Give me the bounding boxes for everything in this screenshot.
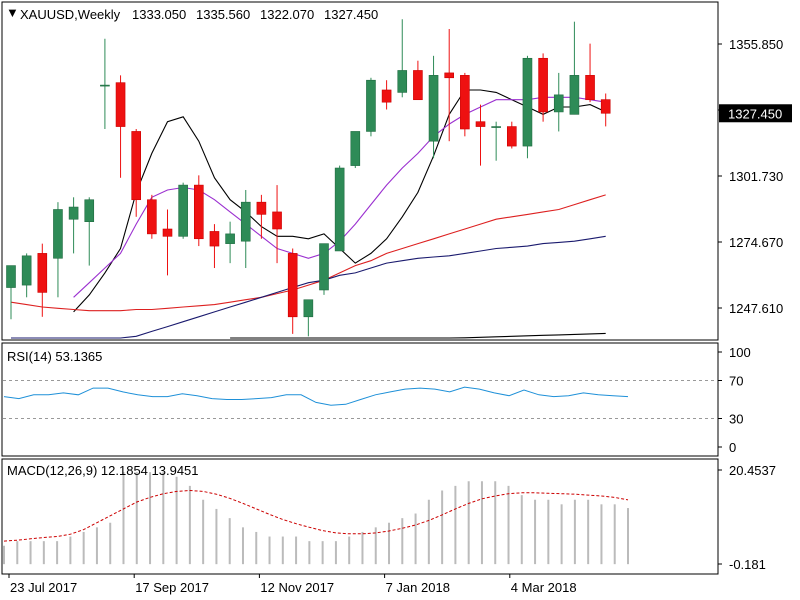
- candle-body: [600, 99, 611, 114]
- candle-body: [178, 184, 188, 237]
- candle-body: [147, 199, 157, 235]
- candle-body: [21, 255, 32, 286]
- candle-body: [319, 243, 329, 291]
- time-tick-label: 17 Sep 2017: [135, 580, 209, 595]
- candle-body: [37, 253, 48, 293]
- moving-average-line-3: [11, 235, 606, 339]
- candle-body: [334, 167, 345, 252]
- rsi-tick-label: 0: [729, 440, 736, 455]
- candle-body: [381, 89, 392, 103]
- time-tick-label: 12 Nov 2017: [260, 580, 334, 595]
- price-tick-label: 1247.610: [729, 301, 783, 316]
- price-tick-label: 1355.850: [729, 37, 783, 52]
- price-tick-label: 1274.670: [729, 235, 783, 250]
- candle-body: [350, 131, 361, 166]
- macd-panel-frame: [1, 458, 719, 575]
- rsi-line: [3, 386, 629, 406]
- ohlc-close: 1327.450: [324, 7, 378, 22]
- candle-body: [413, 70, 423, 101]
- candle-body: [162, 228, 173, 237]
- candle-body: [366, 79, 376, 132]
- candle-body: [475, 121, 486, 127]
- ohlc-open: 1333.050: [132, 7, 186, 22]
- candle-body: [100, 84, 110, 87]
- last-price-box: [719, 104, 792, 123]
- rsi-tick-label: 30: [729, 412, 743, 427]
- candle-body: [506, 126, 517, 147]
- candle-body: [585, 75, 595, 101]
- candle-body: [287, 253, 298, 318]
- last-price-label: 1327.450: [728, 106, 782, 121]
- candle-body: [68, 206, 79, 220]
- rsi-panel-frame: [1, 342, 719, 457]
- time-tick-label: 4 Mar 2018: [511, 580, 577, 595]
- time-tick-label: 7 Jan 2018: [386, 580, 450, 595]
- candle-body: [491, 126, 501, 128]
- candle-body: [194, 184, 204, 240]
- candle-body: [522, 57, 533, 147]
- chart-title: XAUUSD,Weekly: [20, 7, 121, 22]
- candle-body: [6, 265, 16, 288]
- moving-average-line-2: [10, 194, 606, 312]
- candle-body: [460, 75, 470, 130]
- ohlc-high: 1335.560: [196, 7, 250, 22]
- ohlc-low: 1322.070: [260, 7, 314, 22]
- macd-title: MACD(12,26,9) 12.1854 13.9451: [7, 463, 199, 478]
- main-header-triangle: ▼: [6, 5, 19, 20]
- candle-body: [240, 201, 251, 242]
- moving-average-line-4: [230, 332, 606, 339]
- candle-body: [397, 70, 408, 93]
- candle-body: [553, 94, 564, 113]
- candle-body: [538, 57, 548, 113]
- main-panel-frame: [1, 1, 719, 341]
- candle-body: [569, 75, 580, 115]
- candle-body: [209, 231, 220, 247]
- candle-body: [225, 233, 235, 244]
- candle-body: [444, 72, 455, 79]
- rsi-tick-label: 100: [729, 345, 751, 360]
- candle-body: [256, 201, 267, 215]
- price-tick-label: 1301.730: [729, 169, 783, 184]
- candle-body: [303, 299, 314, 318]
- macd-tick-label: -0.181: [729, 557, 766, 572]
- candle-body: [428, 75, 439, 142]
- candle-body: [272, 211, 282, 230]
- macd-signal-line: [3, 489, 629, 542]
- candle-body: [115, 82, 126, 127]
- candle-body: [84, 199, 95, 222]
- candle-body: [53, 209, 63, 259]
- time-tick-label: 23 Jul 2017: [10, 580, 77, 595]
- rsi-tick-label: 70: [729, 374, 743, 389]
- rsi-title: RSI(14) 53.1365: [7, 349, 102, 364]
- macd-tick-label: 20.4537: [729, 463, 776, 478]
- candle-body: [131, 131, 141, 201]
